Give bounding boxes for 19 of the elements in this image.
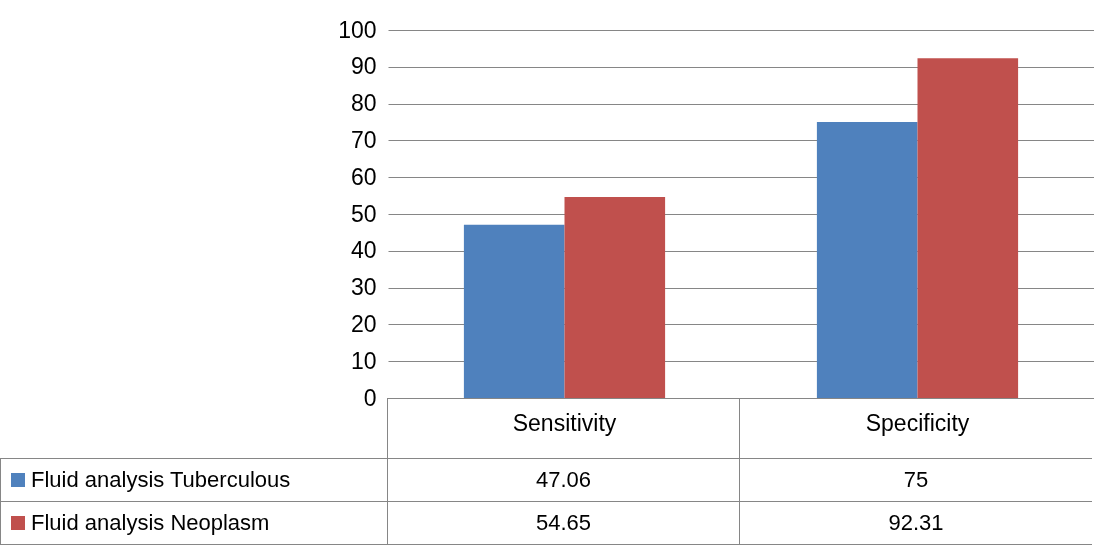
data-label: 92.31 (739, 501, 1092, 545)
y-tick-label: 40 (350, 237, 377, 264)
legend-label: Fluid analysis Neoplasm (31, 510, 270, 535)
y-tick-label: 20 (350, 310, 377, 337)
y-tick-label: 10 (350, 347, 377, 374)
data-label: 54.65 (387, 501, 740, 545)
y-tick-label: 0 (363, 384, 377, 411)
y-tick-label: 90 (350, 53, 377, 80)
y-tick-label: 80 (350, 90, 377, 117)
y-tick-label: 60 (350, 163, 377, 190)
legend-label: Fluid analysis Tuberculous (31, 467, 291, 492)
y-tick-label: 100 (338, 16, 377, 43)
y-tick-label: 70 (350, 126, 377, 153)
data-label: 47.06 (387, 458, 740, 502)
x-tick-label: Specificity (865, 409, 970, 436)
y-tick-label: 50 (350, 200, 377, 227)
data-label: 75 (739, 458, 1092, 502)
x-tick-label: Sensitivity (512, 409, 617, 436)
y-tick-label: 30 (350, 274, 377, 301)
